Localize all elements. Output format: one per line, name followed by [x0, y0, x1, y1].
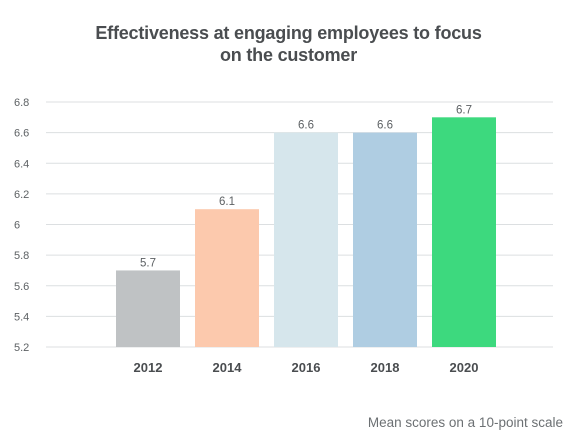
bar-2016 — [274, 132, 338, 347]
x-tick-label: 2014 — [213, 360, 243, 375]
footnote: Mean scores on a 10-point scale — [367, 415, 563, 430]
y-tick-label: 5.6 — [14, 281, 29, 293]
bar-2014 — [195, 209, 259, 347]
y-tick-label: 6 — [14, 220, 20, 232]
bar-value-label: 5.7 — [140, 257, 156, 269]
bar-value-labels: 5.7 6.1 6.6 6.6 6.7 — [140, 104, 472, 269]
bar-2020 — [432, 117, 496, 347]
x-tick-label: 2016 — [292, 360, 321, 375]
x-tick-label: 2012 — [134, 360, 163, 375]
bar-value-label: 6.1 — [219, 196, 235, 208]
bar-value-label: 6.6 — [377, 120, 393, 132]
x-tick-label: 2020 — [450, 360, 479, 375]
chart-title: Effectiveness at engaging employees to f… — [0, 22, 577, 66]
y-tick-label: 6.6 — [14, 128, 29, 140]
chart-title-line-2: on the customer — [219, 45, 358, 65]
bar-2012 — [116, 270, 180, 347]
x-tick-label: 2018 — [371, 360, 400, 375]
y-tick-label: 5.8 — [14, 250, 29, 262]
y-tick-label: 5.4 — [14, 311, 29, 323]
y-tick-label: 6.4 — [14, 158, 29, 170]
y-tick-label: 6.8 — [14, 97, 29, 109]
y-tick-label: 5.2 — [14, 342, 29, 354]
y-axis-tick-labels: 5.2 5.4 5.6 5.8 6 6.2 6.4 6.6 6.8 — [14, 97, 29, 354]
chart-title-line-1: Effectiveness at engaging employees to f… — [95, 23, 482, 43]
bar-value-label: 6.7 — [456, 104, 472, 116]
bars — [116, 117, 496, 347]
y-tick-label: 6.2 — [14, 189, 29, 201]
bar-2018 — [353, 132, 417, 347]
bar-value-label: 6.6 — [298, 120, 314, 132]
x-axis-tick-labels: 2012 2014 2016 2018 2020 — [134, 360, 479, 375]
